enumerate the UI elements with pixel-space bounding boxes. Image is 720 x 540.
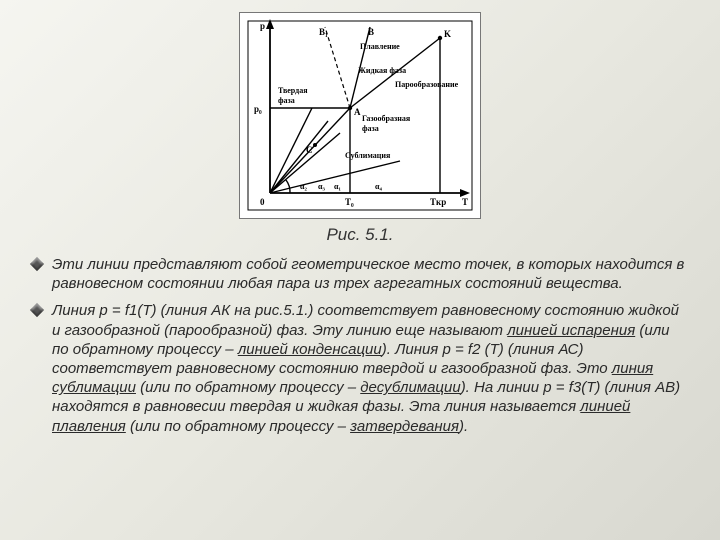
a1-label: α₁ [334,182,341,191]
paroobr-label: Парообразование [395,80,459,89]
c-label: C [306,145,313,155]
tverdaya-label: Твердая фаза [278,86,310,105]
slide: p T p₀ 0 T₀ Tкр B₁ B K A C Плавление Жид… [0,0,720,540]
p0-label: p₀ [254,104,262,114]
phase-diagram-svg: p T p₀ 0 T₀ Tкр B₁ B K A C Плавление Жид… [240,13,480,218]
a4-label: α₄ [375,182,382,191]
sublim-label: Сублимация [345,151,391,160]
phase-diagram-figure: p T p₀ 0 T₀ Tкр B₁ B K A C Плавление Жид… [239,12,481,219]
figure-caption: Рис. 5.1. [326,225,393,245]
bullet-list: Эти линии представляют собой геометричес… [30,255,690,444]
a3-label: α₃ [318,182,325,191]
axis-t-label: T [462,197,468,207]
origin-label: 0 [260,197,265,207]
b-label: B [368,27,374,37]
a-label: A [354,107,361,117]
bullet-item: Линия p = f1(T) (линия АК на рис.5.1.) с… [30,301,690,435]
tkr-label: Tкр [430,197,446,207]
b1-label: B₁ [319,27,328,37]
a2-label: α₂ [300,182,307,191]
t0-label: T₀ [345,197,354,207]
zhidkaya-label: Жидкая фаза [358,66,406,75]
bullet-item: Эти линии представляют собой геометричес… [30,255,690,293]
axis-p-label: p [260,21,265,31]
gaz-label: Газообразная фаза [362,114,412,133]
k-label: K [444,29,451,39]
plavlenie-label: Плавление [360,42,400,51]
